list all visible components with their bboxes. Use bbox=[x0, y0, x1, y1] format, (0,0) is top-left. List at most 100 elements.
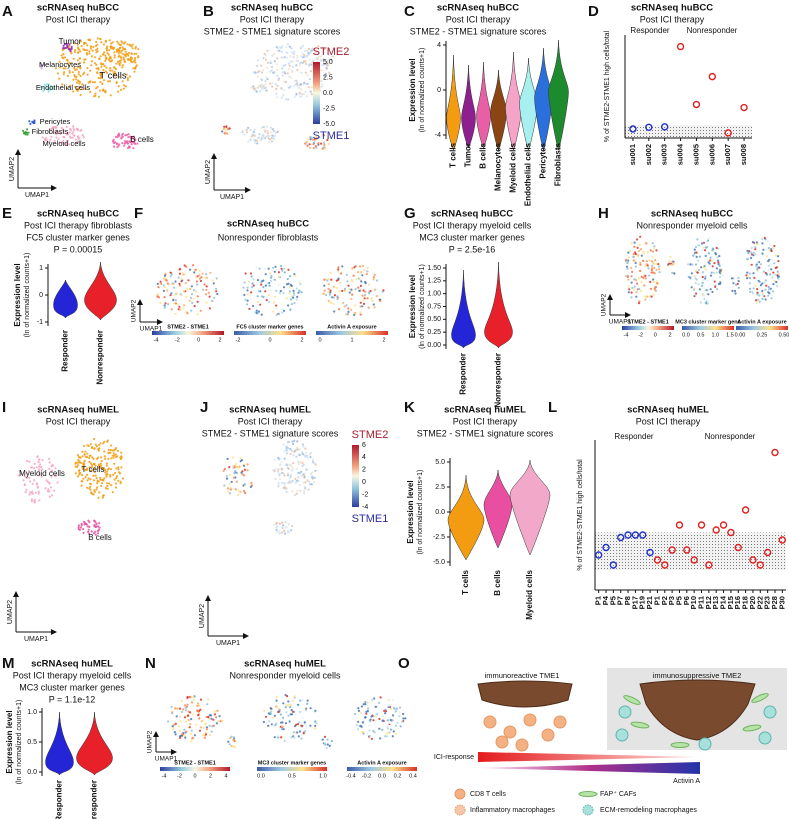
cell-dot bbox=[327, 278, 330, 281]
x-tick-label: P10 bbox=[689, 596, 698, 609]
cell-dot bbox=[312, 147, 315, 150]
cell-dot bbox=[96, 50, 99, 53]
cell-dot bbox=[172, 728, 175, 731]
cell-dot bbox=[694, 281, 697, 285]
cell-dot bbox=[98, 464, 101, 467]
cell-dot bbox=[97, 67, 100, 70]
colorbar bbox=[347, 767, 417, 771]
cell-dot bbox=[331, 296, 334, 299]
cell-dot bbox=[54, 473, 57, 476]
cell-dot bbox=[300, 733, 303, 736]
panel-letter: I bbox=[2, 399, 6, 416]
cell-dot bbox=[86, 473, 89, 476]
cell-dot bbox=[173, 286, 176, 289]
cell-dot bbox=[188, 299, 191, 302]
cell-dot bbox=[127, 58, 130, 61]
cell-dot bbox=[755, 299, 758, 302]
cell-dot bbox=[756, 268, 759, 271]
cell-dot bbox=[281, 311, 284, 314]
cell-dot bbox=[109, 473, 112, 477]
cell-dot bbox=[338, 308, 341, 311]
cell-dot bbox=[737, 277, 740, 280]
cell-dot bbox=[357, 709, 360, 713]
x-tick-label: Nonresponder bbox=[90, 780, 99, 819]
cell-dot bbox=[299, 61, 302, 64]
cell-dot bbox=[291, 51, 294, 54]
cell-dot bbox=[205, 285, 208, 288]
cell-dot bbox=[363, 269, 366, 272]
cell-dot bbox=[296, 703, 300, 706]
cell-dot bbox=[382, 289, 385, 292]
cell-dot bbox=[770, 293, 773, 297]
cell-dot bbox=[135, 64, 138, 67]
cell-dot bbox=[369, 290, 372, 293]
cell-dot bbox=[174, 312, 177, 315]
cell-dot bbox=[205, 715, 208, 719]
cell-dot bbox=[78, 471, 81, 474]
panel-title: scRNAseq huBCC bbox=[437, 3, 519, 14]
cell-dot bbox=[355, 724, 358, 727]
cell-dot bbox=[336, 298, 339, 301]
cell-dot bbox=[284, 63, 287, 66]
cell-dot bbox=[267, 137, 270, 140]
cell-dot bbox=[97, 95, 101, 98]
cell-dot bbox=[123, 140, 127, 143]
cell-dot bbox=[288, 275, 292, 278]
cell-dot bbox=[737, 280, 740, 283]
legend-icon bbox=[454, 804, 466, 816]
cell-dot bbox=[104, 457, 107, 460]
cell-dot bbox=[311, 47, 314, 50]
cell-dot bbox=[266, 49, 269, 52]
cell-dot bbox=[222, 127, 225, 131]
cd8-t-cell bbox=[515, 738, 529, 752]
cell-dot bbox=[325, 66, 328, 69]
cell-dot bbox=[694, 263, 698, 266]
cell-dot bbox=[277, 456, 280, 460]
cell-dot bbox=[174, 280, 177, 283]
dot bbox=[594, 551, 603, 559]
cell-dot bbox=[391, 719, 394, 722]
cell-dot bbox=[281, 527, 284, 530]
cell-dot bbox=[57, 137, 60, 140]
cell-dot bbox=[75, 68, 78, 71]
cell-dot bbox=[284, 532, 287, 535]
cell-dot bbox=[260, 295, 263, 298]
cell-dot bbox=[775, 266, 778, 269]
cell-dot bbox=[769, 273, 772, 276]
cell-dot bbox=[703, 286, 706, 289]
colorbar-tick-label: -2 bbox=[362, 491, 368, 498]
cell-dot bbox=[701, 271, 705, 274]
cell-dot bbox=[309, 455, 312, 459]
cell-dot bbox=[698, 268, 701, 271]
colorbar-tick-label: 1.5 bbox=[726, 332, 734, 338]
cell-dot bbox=[119, 51, 122, 54]
cell-dot bbox=[307, 488, 310, 491]
cell-dot bbox=[693, 275, 696, 278]
cell-dot bbox=[268, 301, 271, 304]
cell-dot bbox=[72, 78, 75, 81]
cell-dot bbox=[89, 482, 92, 485]
cell-dot bbox=[206, 703, 209, 706]
cell-dot bbox=[277, 710, 280, 714]
cell-dot bbox=[756, 293, 759, 296]
cell-dot bbox=[298, 64, 301, 67]
legend-label: Inflammatory macrophages bbox=[470, 807, 555, 814]
cell-dot bbox=[85, 49, 89, 52]
cell-dot bbox=[126, 78, 129, 82]
cell-dot bbox=[103, 455, 106, 458]
cell-dot bbox=[112, 66, 116, 69]
panel-title: scRNAseq huMEL bbox=[37, 405, 119, 416]
cell-dot bbox=[321, 64, 324, 67]
cell-dot bbox=[719, 281, 722, 284]
cell-dot bbox=[201, 272, 204, 275]
cell-dot bbox=[278, 477, 281, 480]
colorbar-tick-label: -2 bbox=[177, 773, 182, 779]
cell-dot bbox=[357, 720, 360, 723]
cell-dot bbox=[98, 57, 101, 61]
cell-dot bbox=[717, 261, 720, 264]
cell-dot bbox=[305, 95, 309, 98]
cell-dot bbox=[386, 735, 389, 738]
cell-dot bbox=[116, 455, 119, 458]
cell-dot bbox=[264, 83, 267, 86]
cell-dot bbox=[696, 271, 699, 274]
